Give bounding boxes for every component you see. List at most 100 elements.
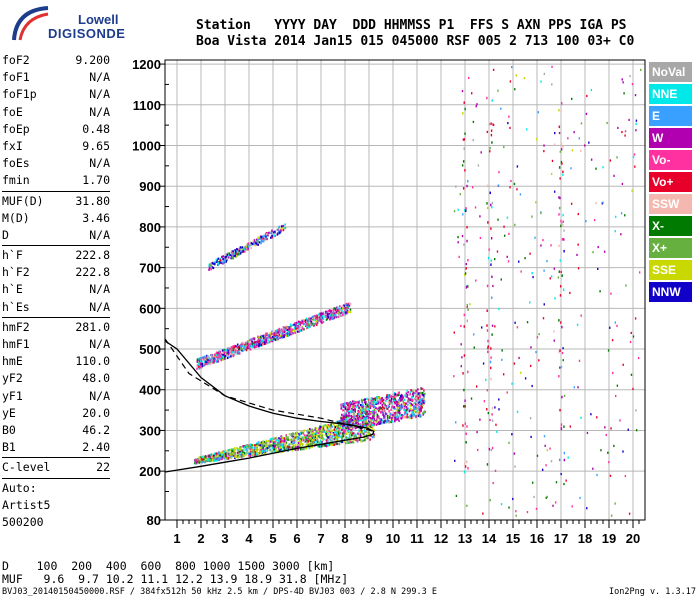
- echo-point: [400, 393, 403, 397]
- echo-point: [365, 421, 367, 424]
- noise-point: [570, 202, 573, 205]
- noise-point: [490, 133, 493, 137]
- echo-point: [297, 442, 300, 445]
- echo-point: [262, 237, 264, 240]
- x-tick-label: 17: [554, 531, 568, 546]
- x-tick-label: 13: [458, 531, 472, 546]
- noise-point: [486, 463, 489, 466]
- echo-point: [419, 415, 422, 418]
- echo-point: [348, 425, 351, 428]
- echo-point: [202, 458, 205, 461]
- echo-point: [316, 320, 319, 323]
- echo-point: [206, 456, 209, 460]
- echo-point: [293, 441, 296, 444]
- echo-point: [238, 348, 240, 351]
- noise-point: [477, 164, 480, 167]
- noise-point: [515, 510, 517, 513]
- echo-point: [332, 422, 335, 425]
- echo-point: [281, 445, 284, 448]
- echo-point: [368, 431, 370, 434]
- echo-point: [334, 436, 337, 440]
- echo-point: [334, 308, 337, 312]
- muf-table-muf-row: MUF 9.6 9.7 10.2 11.1 12.2 13.9 18.9 31.…: [2, 572, 349, 586]
- echo-point: [217, 458, 219, 461]
- noise-point: [531, 384, 533, 388]
- noise-point: [580, 416, 582, 419]
- echo-point: [286, 328, 289, 331]
- echo-point: [416, 397, 419, 400]
- noise-point: [553, 143, 556, 146]
- echo-point: [278, 229, 280, 232]
- noise-point: [562, 145, 564, 149]
- echo-point: [397, 415, 399, 418]
- echo-point: [292, 432, 295, 436]
- echo-point: [292, 439, 295, 442]
- echo-point: [349, 308, 352, 311]
- noise-point: [514, 321, 516, 324]
- echo-point: [266, 332, 268, 335]
- noise-point: [633, 153, 636, 156]
- noise-point: [538, 333, 540, 336]
- echo-point: [295, 434, 298, 437]
- echo-point: [421, 387, 424, 390]
- echo-point: [208, 266, 211, 270]
- echo-point: [307, 442, 309, 445]
- echo-point: [393, 412, 396, 415]
- echo-point: [412, 390, 415, 393]
- echo-point: [219, 353, 221, 356]
- echo-point: [367, 426, 369, 429]
- noise-point: [500, 107, 502, 110]
- noise-point: [489, 146, 491, 150]
- echo-point: [351, 427, 354, 430]
- noise-point: [553, 190, 556, 193]
- echo-point: [345, 436, 348, 439]
- echo-point: [421, 393, 424, 396]
- echo-point: [255, 445, 258, 448]
- echo-point: [237, 250, 239, 253]
- param-value: 9.65: [82, 138, 110, 153]
- echo-point: [369, 406, 372, 410]
- echo-point: [348, 422, 350, 425]
- echo-point: [325, 432, 327, 435]
- echo-point: [343, 440, 345, 443]
- echo-point: [351, 410, 354, 413]
- echo-point: [255, 449, 257, 452]
- echo-point: [308, 435, 311, 438]
- echo-point: [305, 441, 308, 444]
- echo-point: [256, 453, 258, 456]
- noise-point: [463, 147, 465, 150]
- plot-frame: [164, 59, 646, 521]
- echo-point: [287, 328, 290, 331]
- echo-point: [303, 328, 305, 331]
- echo-point: [347, 406, 350, 409]
- noise-point: [553, 267, 556, 270]
- echo-point: [265, 341, 267, 344]
- noise-point: [490, 259, 492, 262]
- echo-point: [396, 411, 399, 414]
- echo-point: [208, 457, 210, 460]
- echo-point: [264, 237, 267, 240]
- echo-point: [227, 351, 230, 354]
- echo-point: [226, 453, 229, 456]
- noise-point: [463, 243, 465, 246]
- echo-point: [411, 411, 414, 414]
- echo-point: [348, 434, 351, 437]
- echo-point: [348, 414, 351, 417]
- echo-point: [421, 406, 423, 409]
- echo-point: [257, 243, 259, 246]
- echo-point: [394, 416, 396, 419]
- echo-point: [405, 409, 407, 412]
- y-tick-label: 80: [147, 513, 161, 528]
- echo-point: [404, 402, 406, 405]
- echo-point: [213, 361, 215, 364]
- noise-point: [490, 366, 492, 370]
- noise-point: [463, 138, 465, 141]
- echo-point: [270, 444, 272, 447]
- echo-point: [217, 360, 219, 363]
- echo-point: [347, 431, 350, 434]
- echo-point: [204, 455, 207, 458]
- echo-point: [235, 347, 238, 350]
- echo-point: [256, 342, 258, 345]
- noise-point: [616, 384, 619, 387]
- echo-point: [372, 400, 375, 403]
